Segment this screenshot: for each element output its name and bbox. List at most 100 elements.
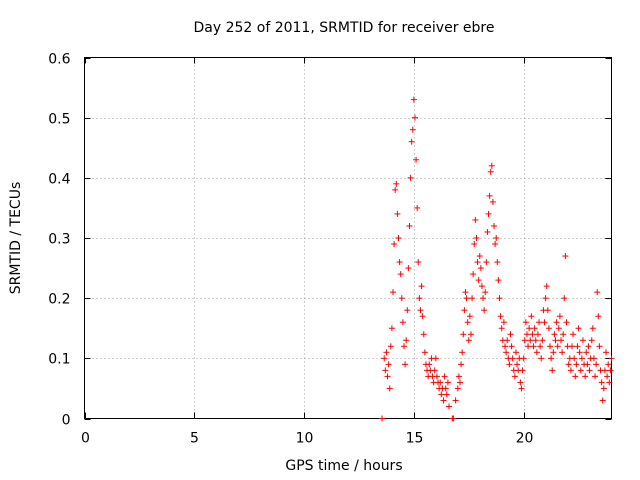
data-point: [477, 265, 484, 272]
data-point: [543, 283, 550, 290]
data-point: [483, 259, 490, 266]
data-point: [532, 337, 539, 344]
data-point: [383, 349, 390, 356]
data-point: [514, 361, 521, 368]
data-point: [575, 325, 582, 332]
data-point: [431, 367, 438, 374]
x-tick-label: 20: [516, 431, 534, 447]
data-point: [416, 295, 423, 302]
data-point: [508, 343, 515, 350]
data-point: [454, 385, 461, 392]
data-point: [489, 198, 496, 205]
data-point: [407, 174, 414, 181]
data-point: [598, 379, 605, 386]
data-point: [418, 283, 425, 290]
data-point: [571, 355, 578, 362]
x-tick-label: 10: [296, 431, 314, 447]
data-point: [600, 385, 607, 392]
data-point: [399, 319, 406, 326]
grid: [84, 57, 612, 419]
data-point: [476, 253, 483, 260]
data-point: [567, 367, 574, 374]
data-point: [503, 349, 510, 356]
x-tick-label: 15: [406, 431, 424, 447]
data-point: [519, 367, 526, 374]
data-point: [539, 337, 546, 344]
data-point: [408, 138, 415, 145]
data-point: [432, 355, 439, 362]
data-point: [578, 355, 585, 362]
data-point: [387, 343, 394, 350]
data-point: [420, 331, 427, 338]
data-point: [496, 295, 503, 302]
data-point: [561, 295, 568, 302]
data-point: [608, 355, 615, 362]
data-point: [526, 325, 533, 332]
data-point: [462, 289, 469, 296]
data-point: [574, 343, 581, 350]
data-point: [400, 343, 407, 350]
data-point: [511, 373, 518, 380]
data-point: [467, 331, 474, 338]
data-point: [446, 403, 453, 410]
data-point: [585, 343, 592, 350]
data-point: [491, 222, 498, 229]
data-point: [495, 277, 502, 284]
data-point: [573, 361, 580, 368]
data-point: [565, 361, 572, 368]
data-point: [484, 228, 491, 235]
data-point: [560, 331, 567, 338]
data-point: [413, 156, 420, 163]
data-point: [488, 162, 495, 169]
data-point: [464, 319, 471, 326]
data-point: [492, 241, 499, 248]
data-point: [555, 325, 562, 332]
data-point: [582, 373, 589, 380]
data-point: [586, 367, 593, 374]
data-point: [459, 349, 466, 356]
data-point: [601, 367, 608, 374]
data-point: [506, 361, 513, 368]
data-point: [391, 241, 398, 248]
data-point: [577, 367, 584, 374]
data-point: [406, 222, 413, 229]
data-point: [442, 385, 449, 392]
data-point: [541, 319, 548, 326]
data-point: [551, 331, 558, 338]
data-point: [443, 391, 450, 398]
data-point: [521, 337, 528, 344]
data-point: [411, 114, 418, 121]
y-tick-label: 0.6: [48, 52, 70, 68]
data-point: [553, 319, 560, 326]
data-point: [599, 397, 606, 404]
data-point: [458, 361, 465, 368]
data-point: [394, 210, 401, 217]
data-point: [474, 259, 481, 266]
data-point: [593, 361, 600, 368]
data-point: [473, 235, 480, 241]
data-point: [463, 295, 470, 302]
data-point: [417, 307, 424, 314]
data-point: [523, 331, 530, 338]
data-point: [557, 337, 564, 344]
data-point: [542, 295, 549, 302]
data-point: [396, 259, 403, 266]
data-point: [544, 307, 551, 314]
data-point: [592, 373, 599, 380]
data-point: [388, 325, 395, 332]
data-point: [545, 325, 552, 332]
data-point: [606, 379, 613, 386]
data-point: [485, 210, 492, 217]
data-point: [583, 349, 590, 356]
data-point: [525, 343, 532, 350]
data-point: [556, 313, 563, 320]
data-point: [590, 355, 597, 362]
x-tick-label: 0: [81, 431, 90, 447]
y-tick-label: 0.2: [48, 292, 70, 308]
data-point: [579, 337, 586, 344]
data-point: [563, 319, 570, 326]
data-point: [379, 415, 386, 422]
data-point: [426, 361, 433, 368]
data-point: [466, 313, 473, 320]
